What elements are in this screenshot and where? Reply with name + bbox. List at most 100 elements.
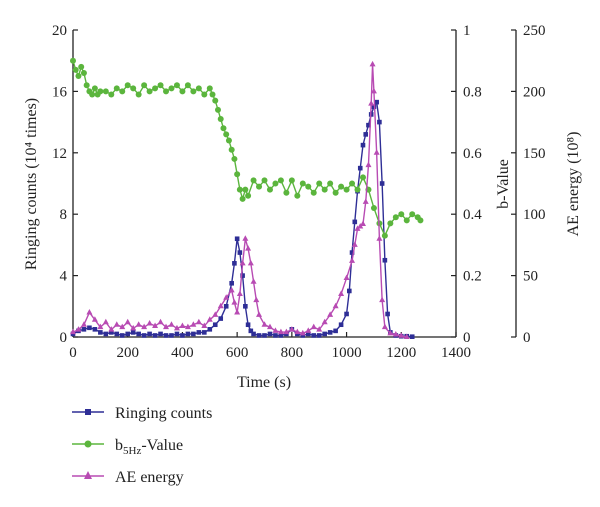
data-point <box>231 299 238 305</box>
data-point <box>387 329 394 336</box>
data-point <box>332 302 339 309</box>
x-tick-label: 0 <box>69 345 77 361</box>
legend-label-b-value: b5Hz-Value <box>115 437 183 457</box>
data-point <box>283 189 290 196</box>
data-point <box>163 333 169 338</box>
data-point <box>365 161 372 168</box>
data-point <box>362 198 369 204</box>
data-point <box>245 192 252 199</box>
data-point <box>398 211 405 218</box>
y-axis-right1-title: b-Value <box>495 159 512 209</box>
data-point <box>108 91 115 98</box>
data-point <box>316 180 323 187</box>
data-point <box>349 257 356 263</box>
data-point <box>247 259 254 266</box>
data-point <box>158 331 163 337</box>
data-point <box>316 333 322 338</box>
data-point <box>347 288 352 294</box>
data-point <box>102 88 109 95</box>
data-point <box>234 236 240 242</box>
data-point <box>370 87 377 94</box>
data-point <box>327 180 334 187</box>
data-point <box>385 311 390 317</box>
data-point <box>184 82 191 89</box>
data-point <box>360 142 366 148</box>
data-point <box>147 331 152 337</box>
data-point <box>141 323 148 330</box>
y-right1-tick-label: 0 <box>463 330 471 346</box>
data-point <box>223 131 230 138</box>
data-point <box>294 328 301 335</box>
data-point <box>102 318 109 325</box>
data-point <box>294 192 301 199</box>
data-point <box>381 323 388 330</box>
data-point <box>91 85 98 92</box>
data-point <box>146 319 153 326</box>
data-point <box>75 73 82 80</box>
legend-item-ae-energy: AE energy <box>72 469 184 486</box>
data-point <box>266 323 273 330</box>
data-point <box>113 85 120 92</box>
x-axis-title: Time (s) <box>237 374 291 391</box>
x-tick-label: 400 <box>171 345 194 361</box>
data-point <box>417 217 424 224</box>
data-point <box>212 322 218 328</box>
data-point <box>288 177 295 184</box>
data-point <box>80 321 87 327</box>
data-point <box>322 331 327 337</box>
data-point <box>357 165 363 171</box>
data-point <box>373 149 380 155</box>
data-point <box>201 322 208 328</box>
data-point <box>242 235 249 241</box>
y-right1-tick-label: 0.2 <box>463 269 482 285</box>
data-point <box>70 328 76 335</box>
data-point <box>135 321 142 327</box>
data-point <box>359 220 366 227</box>
data-point <box>75 326 82 332</box>
data-point <box>231 155 238 162</box>
data-point <box>392 331 399 337</box>
data-point <box>310 189 317 196</box>
data-point <box>152 333 158 338</box>
data-point <box>352 219 358 225</box>
data-point <box>332 189 339 196</box>
data-point <box>173 324 180 331</box>
data-point <box>277 328 284 335</box>
data-point <box>81 327 87 332</box>
data-point <box>185 331 191 337</box>
data-point <box>338 183 345 190</box>
data-point <box>403 217 410 224</box>
x-tick-label: 1000 <box>332 345 362 361</box>
data-point <box>163 323 170 330</box>
data-point <box>196 330 202 335</box>
data-point <box>392 214 399 221</box>
data-point <box>266 186 273 193</box>
legend: Ringing counts b5Hz-Value AE energy <box>72 405 212 486</box>
data-point <box>179 322 186 328</box>
data-point <box>256 311 263 317</box>
data-point <box>248 328 254 334</box>
data-point <box>369 60 376 67</box>
x-tick-label: 1200 <box>386 345 416 361</box>
data-point <box>103 331 109 337</box>
data-point <box>243 304 248 309</box>
data-point <box>207 327 213 332</box>
data-point <box>398 332 405 338</box>
data-point <box>225 137 232 144</box>
data-point <box>228 146 235 153</box>
data-point <box>387 220 394 227</box>
data-point <box>113 321 120 327</box>
series-1 <box>70 57 424 239</box>
data-point <box>256 183 263 190</box>
y-right2-tick-label: 50 <box>523 269 538 285</box>
data-point <box>299 329 306 336</box>
legend-label-ae-energy: AE energy <box>115 469 184 486</box>
data-point <box>377 119 382 125</box>
data-point <box>261 177 268 184</box>
data-point <box>253 296 260 303</box>
data-point <box>206 85 213 92</box>
data-point <box>344 311 349 317</box>
data-point <box>195 85 202 92</box>
y-right1-tick-label: 1 <box>463 23 471 39</box>
data-point <box>237 250 243 255</box>
